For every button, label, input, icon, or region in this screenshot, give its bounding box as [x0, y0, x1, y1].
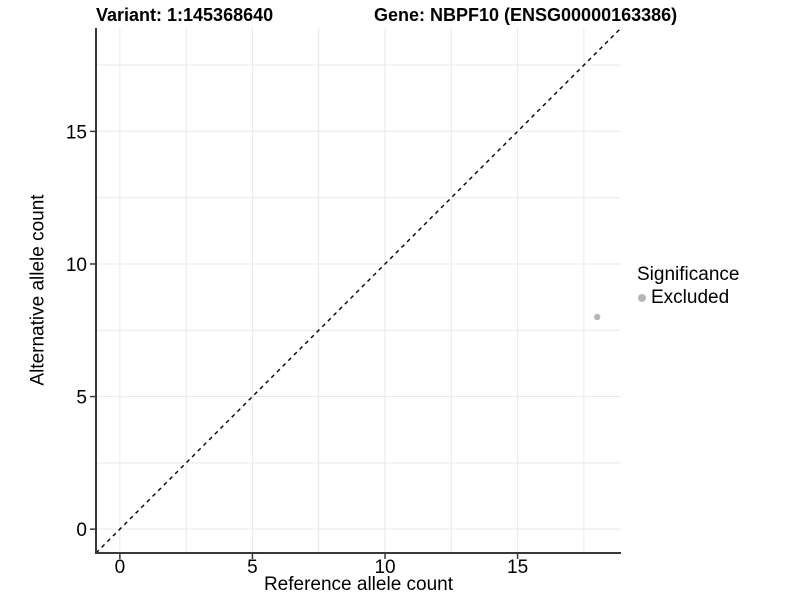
- y-tick-label: 15: [66, 122, 87, 143]
- data-point: [593, 313, 601, 321]
- x-tick-label: 0: [115, 557, 126, 578]
- x-tick-label: 5: [247, 557, 258, 578]
- identity-line: [95, 27, 622, 554]
- y-tick-label: 10: [66, 255, 87, 276]
- x-tick-label: 15: [507, 557, 528, 578]
- y-axis-title: Alternative allele count: [27, 194, 49, 386]
- x-axis-title: Reference allele count: [263, 574, 454, 595]
- plot-title-gene: Gene: NBPF10 (ENSG00000163386): [374, 5, 678, 25]
- legend-title: Significance: [637, 264, 740, 285]
- legend-item-excluded: Excluded: [638, 287, 739, 309]
- legend: Significance Excluded: [637, 264, 739, 309]
- plot-title-variant: Variant: 1:145368640: [96, 5, 274, 25]
- y-tick-label: 5: [76, 388, 87, 409]
- y-tick-label: 0: [76, 520, 87, 541]
- x-tick-label: 10: [374, 557, 395, 578]
- legend-item-label: Excluded: [651, 287, 730, 308]
- excluded-point-icon: [638, 294, 646, 302]
